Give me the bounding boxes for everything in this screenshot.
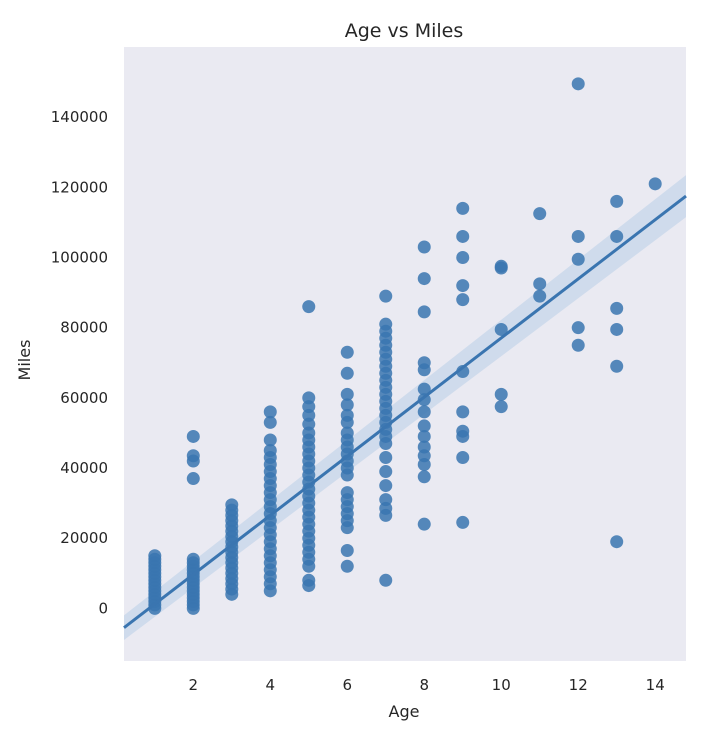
data-point	[379, 479, 393, 493]
data-point	[456, 451, 470, 465]
data-point	[379, 451, 393, 465]
y-tick-label: 20000	[60, 529, 108, 547]
data-point	[417, 419, 431, 433]
data-point	[340, 543, 354, 557]
chart-title: Age vs Miles	[345, 20, 464, 42]
data-point	[417, 305, 431, 319]
y-tick-label: 60000	[60, 389, 108, 407]
x-tick-labels: 2 4 6 8 10 12 14	[189, 676, 665, 694]
data-point	[494, 259, 508, 273]
data-point	[417, 405, 431, 419]
data-point	[417, 240, 431, 254]
data-point	[148, 549, 162, 563]
x-tick-label: 2	[189, 676, 199, 694]
data-point	[417, 470, 431, 484]
x-tick-label: 4	[266, 676, 276, 694]
data-point	[610, 301, 624, 315]
data-point	[571, 321, 585, 335]
data-point	[456, 201, 470, 215]
data-point	[571, 229, 585, 243]
y-tick-label: 120000	[51, 178, 108, 196]
data-point	[610, 535, 624, 549]
y-tick-label: 40000	[60, 459, 108, 477]
x-tick-label: 8	[419, 676, 429, 694]
data-point	[456, 293, 470, 307]
confidence-band	[124, 175, 686, 640]
data-point	[186, 552, 200, 566]
data-point	[263, 415, 277, 429]
y-tick-label: 100000	[51, 249, 108, 267]
data-point	[186, 472, 200, 486]
data-point	[263, 443, 277, 457]
data-point	[417, 272, 431, 286]
data-point	[610, 229, 624, 243]
data-point	[340, 559, 354, 573]
data-point	[263, 405, 277, 419]
data-point	[379, 317, 393, 331]
y-axis-label: Miles	[15, 340, 34, 381]
y-tick-labels: 0 20000 40000 60000 80000 100000 120000 140000	[51, 108, 108, 617]
data-point	[533, 289, 547, 303]
data-point	[456, 229, 470, 243]
data-point	[186, 429, 200, 443]
data-point	[379, 493, 393, 507]
data-point	[379, 289, 393, 303]
data-point	[340, 408, 354, 422]
data-point	[302, 300, 316, 314]
data-point	[610, 194, 624, 208]
data-point	[610, 359, 624, 373]
regression-line	[123, 194, 687, 629]
data-point	[263, 433, 277, 447]
data-point	[571, 338, 585, 352]
x-tick-label: 10	[492, 676, 511, 694]
x-tick-label: 14	[646, 676, 665, 694]
confidence-band-area	[124, 175, 686, 640]
y-tick-label: 80000	[60, 319, 108, 337]
data-point	[456, 424, 470, 438]
data-points	[148, 77, 662, 615]
data-point	[340, 398, 354, 412]
data-point	[494, 400, 508, 414]
x-tick-label: 6	[342, 676, 352, 694]
data-point	[417, 429, 431, 443]
data-point	[302, 573, 316, 587]
data-point	[340, 426, 354, 440]
x-axis-label: Age	[389, 702, 420, 721]
data-point	[456, 251, 470, 265]
y-tick-label: 0	[98, 599, 108, 617]
data-point	[225, 498, 239, 512]
data-point	[533, 277, 547, 291]
data-point	[456, 279, 470, 293]
x-tick-label: 12	[569, 676, 588, 694]
data-point	[340, 387, 354, 401]
data-point	[186, 449, 200, 463]
data-point	[533, 207, 547, 221]
data-point	[494, 322, 508, 336]
data-point	[648, 177, 662, 191]
data-point	[494, 387, 508, 401]
data-point	[417, 517, 431, 531]
data-point	[340, 345, 354, 359]
data-point	[456, 515, 470, 529]
data-point	[456, 405, 470, 419]
regression-line-path	[123, 194, 687, 629]
data-point	[379, 573, 393, 587]
data-point	[610, 322, 624, 336]
data-point	[340, 486, 354, 500]
y-tick-label: 140000	[51, 108, 108, 126]
data-point	[379, 465, 393, 479]
data-point	[417, 382, 431, 396]
data-point	[340, 366, 354, 380]
data-point	[417, 440, 431, 454]
data-point	[571, 252, 585, 266]
data-point	[302, 391, 316, 405]
data-point	[571, 77, 585, 91]
data-point	[417, 356, 431, 370]
